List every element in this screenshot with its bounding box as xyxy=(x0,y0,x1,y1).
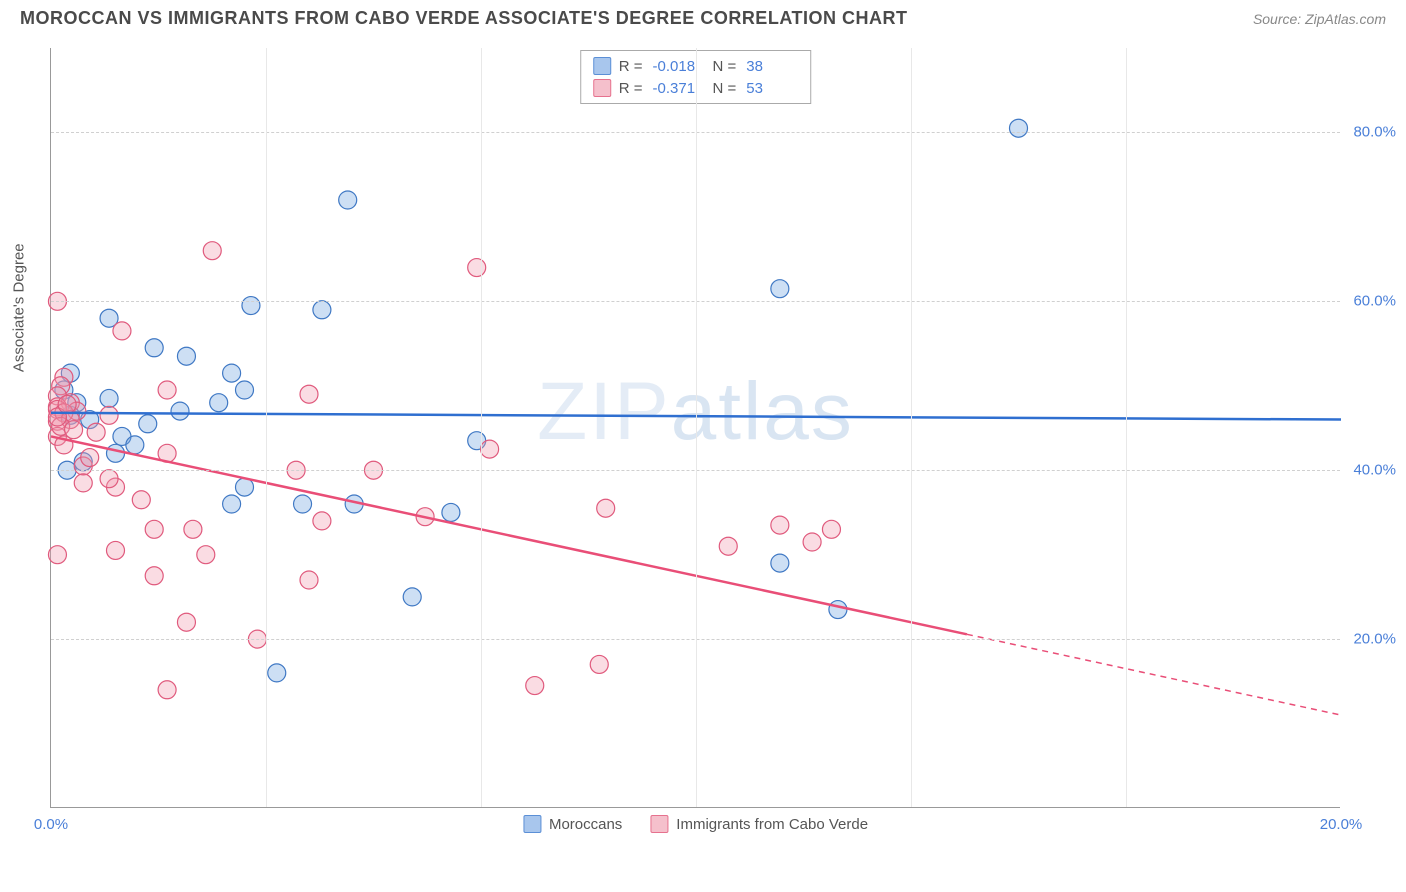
scatter-point xyxy=(771,554,789,572)
scatter-point xyxy=(719,537,737,555)
scatter-point xyxy=(74,474,92,492)
scatter-point xyxy=(139,415,157,433)
scatter-point xyxy=(197,546,215,564)
legend-n-label-2: N = xyxy=(713,80,737,97)
gridline-v xyxy=(266,48,267,807)
scatter-point xyxy=(100,470,118,488)
gridline-v xyxy=(1126,48,1127,807)
scatter-point xyxy=(468,259,486,277)
y-tick-label: 80.0% xyxy=(1353,124,1396,141)
scatter-point xyxy=(294,495,312,513)
scatter-point xyxy=(771,280,789,298)
scatter-point xyxy=(81,449,99,467)
legend-bottom-label-1: Moroccans xyxy=(549,816,622,833)
scatter-point xyxy=(158,381,176,399)
scatter-point xyxy=(107,444,125,462)
scatter-point xyxy=(65,421,83,439)
scatter-point xyxy=(87,423,105,441)
scatter-point xyxy=(339,191,357,209)
scatter-point xyxy=(177,347,195,365)
scatter-point xyxy=(590,655,608,673)
y-tick-label: 20.0% xyxy=(1353,631,1396,648)
legend-swatch-2 xyxy=(593,79,611,97)
legend-bottom-label-2: Immigrants from Cabo Verde xyxy=(676,816,868,833)
scatter-point xyxy=(223,495,241,513)
scatter-point xyxy=(223,364,241,382)
scatter-point xyxy=(526,677,544,695)
legend-bottom-swatch-2 xyxy=(650,815,668,833)
y-tick-label: 60.0% xyxy=(1353,293,1396,310)
legend-n-value-2: 53 xyxy=(746,80,798,97)
y-tick-label: 40.0% xyxy=(1353,462,1396,479)
scatter-point xyxy=(268,664,286,682)
gridline-v xyxy=(696,48,697,807)
legend-swatch-1 xyxy=(593,57,611,75)
chart-header: MOROCCAN VS IMMIGRANTS FROM CABO VERDE A… xyxy=(0,0,1406,29)
chart-title: MOROCCAN VS IMMIGRANTS FROM CABO VERDE A… xyxy=(20,8,907,29)
scatter-point xyxy=(107,541,125,559)
legend-n-value-1: 38 xyxy=(746,58,798,75)
gridline-v xyxy=(481,48,482,807)
scatter-point xyxy=(403,588,421,606)
scatter-point xyxy=(313,512,331,530)
scatter-point xyxy=(100,389,118,407)
legend-bottom-swatch-1 xyxy=(523,815,541,833)
scatter-point xyxy=(442,503,460,521)
chart-plot-area: Associate's Degree ZIPatlas R = -0.018 N… xyxy=(50,48,1340,808)
legend-r-label-2: R = xyxy=(619,80,643,97)
scatter-point xyxy=(184,520,202,538)
scatter-point xyxy=(771,516,789,534)
scatter-point xyxy=(203,242,221,260)
scatter-point xyxy=(171,402,189,420)
series-legend: Moroccans Immigrants from Cabo Verde xyxy=(523,815,868,833)
scatter-point xyxy=(1010,119,1028,137)
gridline-v xyxy=(911,48,912,807)
scatter-point xyxy=(158,681,176,699)
x-tick-label: 20.0% xyxy=(1320,816,1363,833)
scatter-point xyxy=(597,499,615,517)
scatter-point xyxy=(242,297,260,315)
legend-item-1: Moroccans xyxy=(523,815,622,833)
legend-item-2: Immigrants from Cabo Verde xyxy=(650,815,868,833)
scatter-point xyxy=(145,339,163,357)
scatter-point xyxy=(313,301,331,319)
scatter-point xyxy=(145,567,163,585)
scatter-point xyxy=(236,381,254,399)
scatter-point xyxy=(58,395,76,413)
scatter-point xyxy=(145,520,163,538)
legend-r-label-1: R = xyxy=(619,58,643,75)
chart-source: Source: ZipAtlas.com xyxy=(1253,11,1386,27)
scatter-point xyxy=(113,322,131,340)
scatter-point xyxy=(177,613,195,631)
y-axis-label: Associate's Degree xyxy=(11,243,28,372)
trend-line-extrapolated xyxy=(967,634,1341,715)
scatter-point xyxy=(100,406,118,424)
scatter-point xyxy=(803,533,821,551)
scatter-point xyxy=(210,394,228,412)
x-tick-label: 0.0% xyxy=(34,816,68,833)
scatter-point xyxy=(300,571,318,589)
scatter-point xyxy=(300,385,318,403)
scatter-point xyxy=(126,436,144,454)
legend-n-label-1: N = xyxy=(713,58,737,75)
scatter-point xyxy=(822,520,840,538)
scatter-point xyxy=(48,546,66,564)
scatter-point xyxy=(829,601,847,619)
scatter-point xyxy=(132,491,150,509)
scatter-point xyxy=(481,440,499,458)
